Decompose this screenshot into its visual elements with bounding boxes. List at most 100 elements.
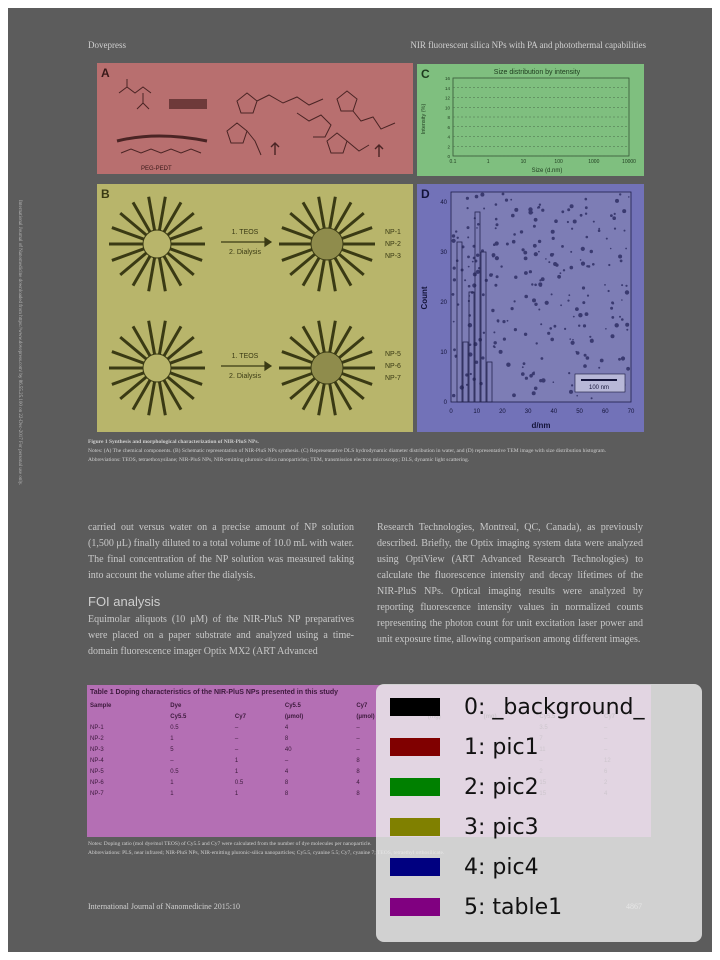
tem-particle xyxy=(584,197,588,201)
tem-particle xyxy=(476,227,478,229)
tem-particle xyxy=(466,207,469,210)
tem-particle xyxy=(561,210,565,214)
table-cell: NP-2 xyxy=(90,735,104,742)
tem-particle xyxy=(584,206,588,210)
tem-particle xyxy=(559,272,562,275)
dls-y-tick: 6 xyxy=(447,125,450,130)
dls-x-tick: 100 xyxy=(554,159,563,165)
table-cell: 0.5 xyxy=(170,768,179,775)
body-paragraph: Equimolar aliquots (10 μM) of the NIR-Pl… xyxy=(88,614,354,657)
table-column-header-cell: Cy5.5 xyxy=(170,713,187,720)
dls-x-label: Size (d.nm) xyxy=(532,168,563,174)
histogram-bar xyxy=(468,291,475,403)
tem-particle xyxy=(614,323,619,328)
tem-particle xyxy=(482,331,486,334)
histogram-bar xyxy=(456,241,463,403)
tem-particle xyxy=(585,235,589,239)
tem-particle xyxy=(621,318,624,321)
table-cell: 8 xyxy=(284,735,289,742)
table-cell: 4 xyxy=(356,779,360,786)
tem-particle xyxy=(584,312,589,316)
histogram-bar xyxy=(462,341,469,403)
table-cell: NP-5 xyxy=(90,768,104,775)
dls-y-tick: 12 xyxy=(445,96,451,101)
tem-particle xyxy=(534,302,538,306)
tem-particle xyxy=(481,293,485,297)
legend-label: 3: pic3 xyxy=(464,814,539,840)
tem-particle xyxy=(609,247,612,250)
tem-y-tick: 30 xyxy=(440,250,447,256)
tem-particle xyxy=(626,328,629,331)
tem-y-tick: 20 xyxy=(440,300,447,306)
table-column-header-cell xyxy=(87,711,167,722)
tem-particle xyxy=(545,258,547,260)
tem-particle xyxy=(492,345,496,348)
tem-x-tick: 40 xyxy=(551,409,558,415)
tem-particle xyxy=(513,328,517,332)
tem-particle xyxy=(575,351,580,355)
dls-y-tick: 2 xyxy=(447,144,450,149)
table-cell: NP-6 xyxy=(90,779,104,786)
tem-particle xyxy=(464,279,467,282)
histogram-bar xyxy=(486,361,493,403)
table-cell: NP-1 xyxy=(90,724,104,731)
tem-y-label: Count xyxy=(420,286,429,309)
tem-particle xyxy=(569,338,571,340)
arrow-label-bottom-2: 2. Dialysis xyxy=(229,373,261,380)
tem-particle xyxy=(452,393,456,398)
tem-particle xyxy=(618,357,621,361)
tem-particle xyxy=(551,236,555,240)
tem-particle xyxy=(524,271,528,275)
caption-abbreviations: Abbreviations: TEOS, tetraethoxysilane; … xyxy=(88,457,470,463)
tem-particle xyxy=(528,270,532,274)
tem-x-tick: 30 xyxy=(525,409,532,415)
tem-particle xyxy=(572,338,574,341)
segmentation-legend: 0: _background_ 1: pic1 2: pic2 3: pic3 4: p… xyxy=(376,684,702,942)
body-column-left: carried out versus water on a precise am… xyxy=(88,520,354,660)
arrow-label-top-2: 2. Dialysis xyxy=(229,249,261,256)
table-cell: 40 xyxy=(284,746,292,753)
body-paragraph: carried out versus water on a precise am… xyxy=(88,522,354,581)
table-cell: – xyxy=(234,735,239,742)
micelle-drawing xyxy=(109,320,205,416)
tem-particle xyxy=(570,340,575,345)
tem-particle xyxy=(605,237,608,240)
tem-particle xyxy=(451,234,456,238)
tem-particle xyxy=(467,284,471,288)
table-column-header-cell: (μmol) xyxy=(284,713,304,720)
table-cell: 8 xyxy=(356,790,360,797)
tem-particle xyxy=(586,265,589,268)
table-cell: – xyxy=(284,757,289,764)
tem-particle xyxy=(529,374,533,378)
tem-particle xyxy=(613,212,616,215)
legend-label: 2: pic2 xyxy=(464,774,539,800)
legend-label: 1: pic1 xyxy=(464,734,539,760)
tem-particle xyxy=(471,260,474,263)
table-cell: 8 xyxy=(284,790,289,797)
tem-particle xyxy=(589,249,593,254)
tem-particle xyxy=(581,286,586,290)
tem-particle xyxy=(467,265,470,268)
tem-particle xyxy=(456,303,460,306)
histogram-bar xyxy=(474,211,481,403)
tem-particle xyxy=(481,249,484,253)
tem-particle xyxy=(578,324,581,327)
dls-chart-title: Size distribution by intensity xyxy=(494,69,581,76)
legend-swatch xyxy=(390,818,440,836)
tem-particle xyxy=(583,364,587,368)
tem-particle xyxy=(610,334,615,339)
dls-x-tick: 10000 xyxy=(622,159,636,165)
table-cell: NP-3 xyxy=(90,746,104,753)
tem-particle xyxy=(571,227,574,230)
micelle-drawing xyxy=(279,196,375,292)
tem-particle xyxy=(625,247,627,250)
tem-particle xyxy=(465,196,469,200)
tem-particle xyxy=(501,192,505,196)
tem-particle xyxy=(532,224,536,228)
tem-particle xyxy=(510,198,513,201)
tem-particle xyxy=(476,253,480,257)
tem-particle xyxy=(452,266,456,270)
tem-particle xyxy=(483,207,486,210)
dls-y-tick: 4 xyxy=(447,135,450,140)
tem-x-tick: 20 xyxy=(499,409,506,415)
